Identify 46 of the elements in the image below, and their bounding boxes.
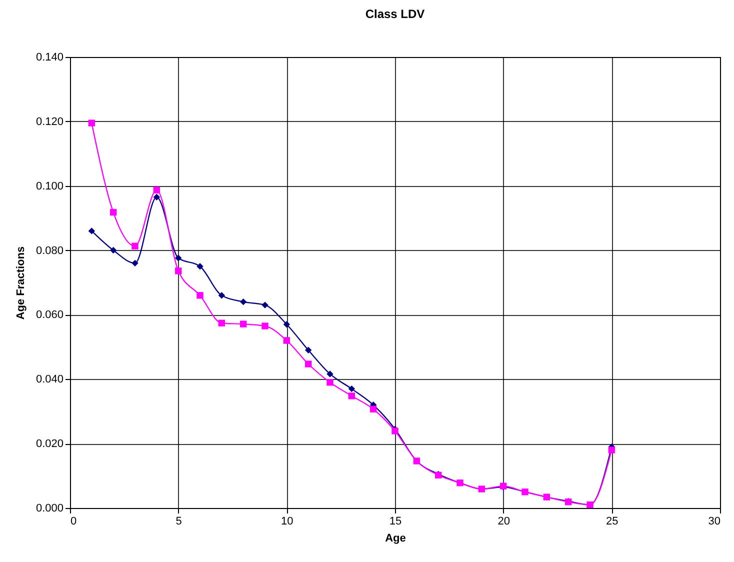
point [304,346,312,354]
point [262,302,268,308]
point [132,260,138,267]
y-tick-label: 0.080 [36,244,64,257]
point [196,263,204,270]
y-axis-title: Age Fractions [14,246,27,320]
point [608,446,616,454]
point [153,194,160,200]
point [153,186,160,194]
point [283,321,290,328]
y-tick-label: 0.060 [36,309,64,322]
point [262,322,268,330]
point [174,268,182,274]
point [110,208,117,216]
point [348,385,356,392]
x-tick-label: 25 [606,516,618,528]
x-tick-label: 15 [389,516,402,528]
chart-title: Class LDV [365,7,425,21]
x-tick-label: 0 [70,516,77,528]
point [240,320,247,328]
y-tick-label: 0.040 [36,374,64,386]
point [88,120,96,126]
y-tick-label: 0.120 [36,116,64,128]
point [240,298,247,306]
point [326,379,334,386]
x-tick-label: 30 [708,516,720,528]
point [348,392,356,400]
point [218,320,226,326]
point [304,360,312,368]
point [283,337,290,344]
point [370,406,377,412]
point [196,292,204,299]
x-axis-title: Age [385,532,406,544]
point [218,292,226,299]
x-tick-label: 10 [281,516,294,528]
point [326,370,334,378]
y-tick-label: 0.020 [36,438,64,450]
point [110,246,117,254]
point [132,242,138,250]
point [88,228,96,234]
x-tick-label: 5 [176,516,182,528]
point [174,254,182,262]
y-tick-label: 0.140 [36,52,64,64]
y-tick-label: 0.000 [36,502,64,514]
y-tick-label: 0.100 [36,180,64,192]
x-tick-label: 20 [498,516,510,528]
